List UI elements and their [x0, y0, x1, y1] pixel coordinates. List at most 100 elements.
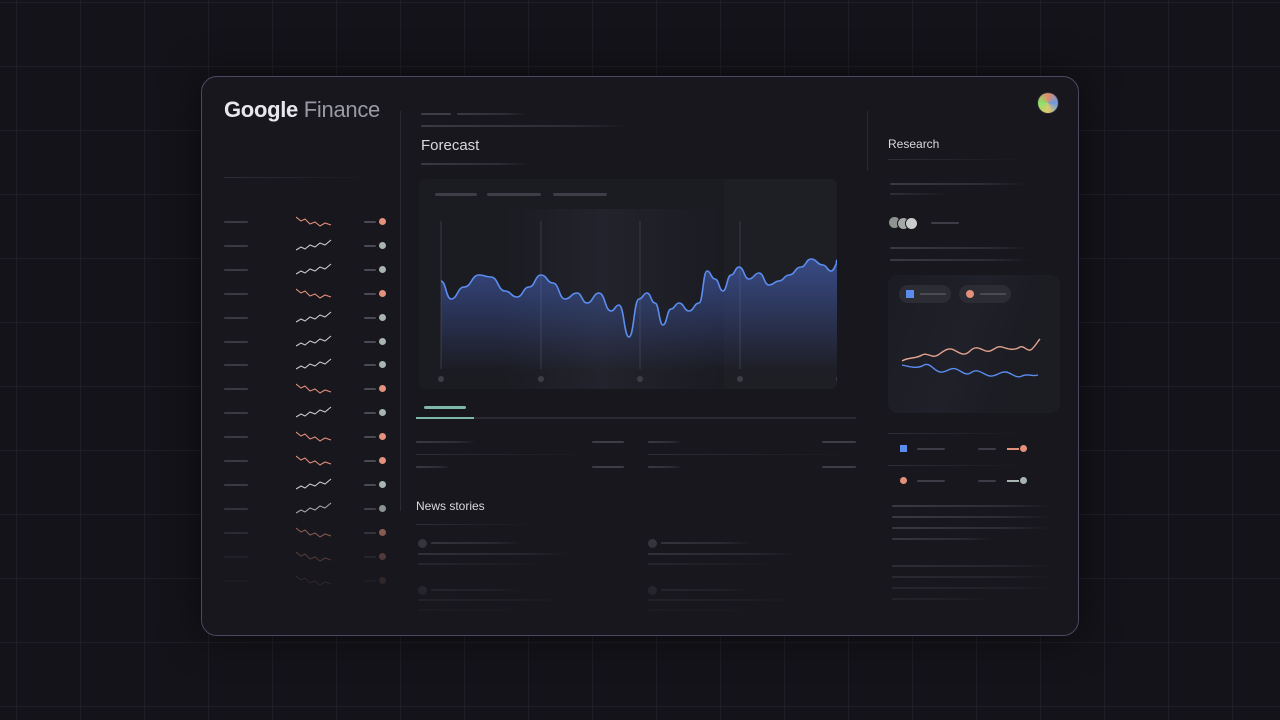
research-placeholder-1	[890, 183, 1026, 185]
forecast-chart[interactable]	[419, 179, 837, 389]
chart-axis-dot[interactable]	[438, 376, 444, 382]
sparkline-icon	[296, 358, 332, 370]
legend-divider	[888, 465, 1028, 466]
chart-axis-dot[interactable]	[538, 376, 544, 382]
watchlist-item[interactable]	[224, 382, 389, 398]
news-headline-placeholder	[648, 563, 778, 565]
watchlist-item[interactable]	[224, 478, 389, 494]
ticker-placeholder	[224, 460, 248, 462]
stat-label-1	[416, 441, 476, 443]
left-divider	[400, 111, 401, 511]
sparkline-icon	[296, 263, 332, 275]
comparison-chip-1[interactable]	[899, 285, 951, 303]
negative-indicator-icon	[379, 433, 386, 441]
stat-divider-2	[648, 454, 858, 455]
stat-value-4	[822, 466, 856, 468]
logo-finance-text: Finance	[303, 97, 380, 122]
negative-indicator-icon	[379, 289, 386, 297]
watchlist-item[interactable]	[224, 502, 389, 518]
price-placeholder	[364, 268, 376, 271]
positive-indicator-icon	[379, 265, 386, 273]
watchlist-item[interactable]	[224, 287, 389, 303]
chart-axis-dot[interactable]	[637, 376, 643, 382]
chart-tab-placeholder-3[interactable]	[553, 193, 607, 196]
comparison-chip-2[interactable]	[959, 285, 1011, 303]
price-placeholder	[364, 388, 376, 391]
negative-indicator-icon	[379, 552, 386, 560]
ticker-placeholder	[224, 507, 248, 510]
watchlist-item[interactable]	[224, 454, 389, 470]
negative-indicator-icon	[1020, 445, 1027, 452]
price-placeholder	[364, 531, 376, 534]
positive-indicator-icon	[379, 504, 386, 512]
watchlist-item[interactable]	[224, 430, 389, 446]
sparkline-icon	[296, 216, 332, 227]
news-source-placeholder	[431, 542, 521, 544]
news-headline-placeholder	[418, 553, 568, 555]
chart-axis-dot[interactable]	[737, 376, 743, 382]
watchlist-item[interactable]	[224, 526, 389, 542]
legend-value-placeholder	[978, 448, 996, 450]
positive-indicator-icon	[1020, 477, 1027, 484]
watchlist-item[interactable]	[224, 215, 389, 231]
price-placeholder	[364, 579, 376, 582]
orange-dot-icon	[966, 290, 974, 298]
research-author-placeholder	[931, 222, 959, 224]
comparison-sparkline	[901, 338, 1041, 378]
forecast-endpoint[interactable]	[835, 259, 838, 266]
comparison-line-blue	[901, 363, 1039, 378]
watchlist-item[interactable]	[224, 311, 389, 327]
watchlist-item[interactable]	[224, 335, 389, 351]
logo-google-text: Google	[224, 97, 298, 122]
price-placeholder	[364, 436, 376, 439]
breadcrumb-placeholder-1	[421, 113, 451, 115]
tab-overview[interactable]	[424, 406, 466, 409]
google-finance-logo[interactable]: Google Finance	[224, 97, 380, 123]
forecast-chart-svg	[438, 179, 838, 389]
avatar-icon[interactable]	[1038, 93, 1058, 113]
watchlist-item[interactable]	[224, 358, 389, 374]
ticker-placeholder	[224, 436, 248, 439]
chip-label-placeholder	[920, 293, 946, 295]
price-placeholder	[364, 460, 376, 462]
sparkline-icon	[296, 431, 332, 442]
stat-value-3	[822, 441, 856, 443]
positive-indicator-icon	[379, 361, 386, 369]
watchlist-item[interactable]	[224, 239, 389, 255]
negative-indicator-icon	[379, 576, 386, 584]
watchlist-item[interactable]	[224, 550, 389, 566]
news-source-placeholder	[661, 589, 751, 591]
ticker-placeholder	[224, 483, 248, 486]
positive-indicator-icon	[379, 241, 386, 249]
sparkline-icon	[296, 311, 332, 323]
watchlist-item[interactable]	[224, 406, 389, 422]
news-title: News stories	[416, 499, 485, 513]
watchlist-item[interactable]	[224, 574, 389, 590]
stat-label-4	[648, 466, 682, 468]
ticker-placeholder	[224, 244, 248, 247]
price-placeholder	[364, 244, 376, 247]
chart-tab-placeholder-1[interactable]	[435, 193, 477, 196]
price-placeholder	[364, 316, 376, 319]
chart-tab-placeholder-2[interactable]	[487, 193, 541, 196]
price-placeholder	[364, 340, 376, 343]
forecast-title: Forecast	[421, 137, 480, 154]
orange-dot-icon	[900, 477, 907, 484]
news-headline-placeholder	[648, 553, 798, 555]
tab-active-indicator[interactable]	[416, 417, 474, 419]
price-placeholder	[364, 364, 376, 367]
sparkline-icon	[296, 551, 332, 562]
research-comparison-card[interactable]	[888, 275, 1060, 413]
research-text-placeholder	[892, 505, 1052, 507]
watchlist-item[interactable]	[224, 263, 389, 279]
sparkline-icon	[296, 383, 332, 394]
ticker-placeholder	[224, 388, 248, 391]
research-placeholder-2	[890, 193, 950, 195]
chart-axis-dot[interactable]	[836, 376, 837, 382]
news-headline-placeholder	[648, 599, 798, 601]
ticker-placeholder	[224, 340, 248, 343]
research-text-placeholder	[892, 538, 992, 540]
research-text-placeholder	[892, 587, 1052, 589]
news-headline-placeholder	[418, 609, 548, 611]
research-divider	[888, 159, 1028, 160]
